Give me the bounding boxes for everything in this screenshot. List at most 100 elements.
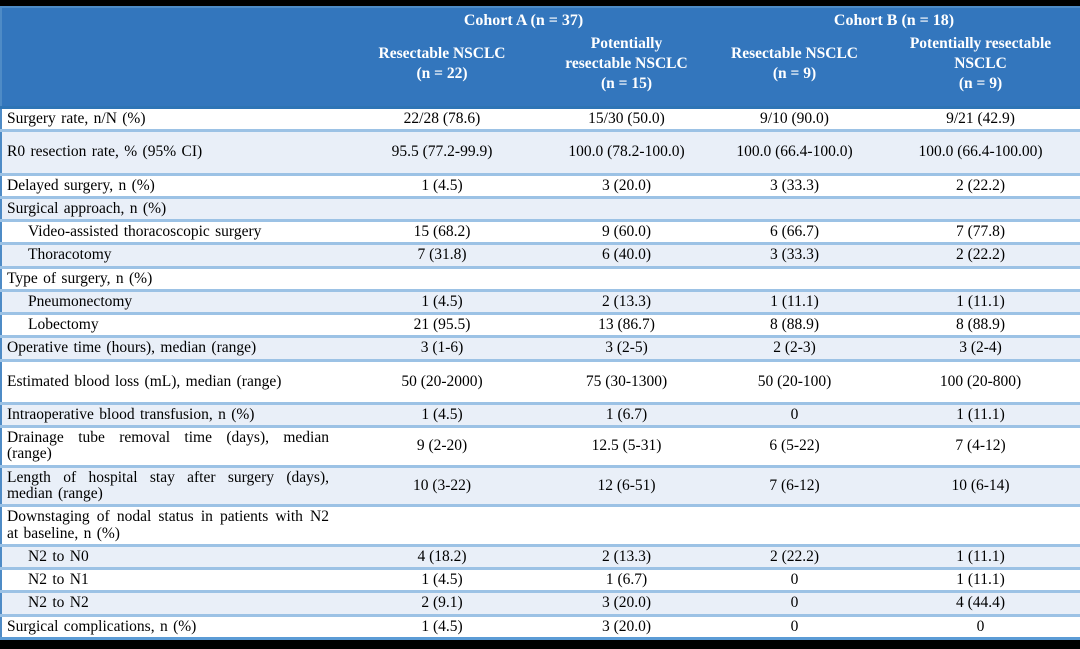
cell-value: 3 (20.0) (545, 615, 708, 639)
cohort-b-header: Cohort B (n = 18) (708, 7, 1080, 32)
cell-value: 50 (20-2000) (339, 360, 545, 405)
cell-value: 10 (6-14) (881, 466, 1080, 508)
table-row: Video-assisted thoracoscopic surgery 15 (… (1, 220, 1080, 246)
cell-value: 50 (20-100) (708, 360, 881, 405)
row-label: Lobectomy (1, 313, 339, 339)
cohort-a-header: Cohort A (n = 37) (339, 7, 708, 32)
surgical-outcomes-table: Cohort A (n = 37) Cohort B (n = 18) Rese… (0, 6, 1080, 640)
cell-value: 1 (4.5) (339, 290, 545, 316)
cell-value: 2 (13.3) (545, 545, 708, 571)
table-row: Surgery rate, n/N (%) 22/28 (78.6) 15/30 (… (1, 107, 1080, 133)
cell-value: 15/30 (50.0) (545, 107, 708, 133)
cell-value: 9/21 (42.9) (881, 107, 1080, 133)
table-row: Length of hospital stay after surgery (d… (1, 466, 1080, 508)
row-label: Drainage tube removal time (days), media… (1, 426, 339, 468)
cell-value: 3 (2-4) (881, 336, 1080, 362)
stub-subheader-cell (1, 31, 339, 110)
cell-value: 2 (9.1) (339, 591, 545, 617)
table-row: Lobectomy 21 (95.5) 13 (86.7) 8 (88.9) 8 (88… (1, 313, 1080, 339)
row-label: Delayed surgery, n (%) (1, 174, 339, 199)
cell-value: 12 (6-51) (545, 466, 708, 508)
cell-value: 7 (77.8) (881, 220, 1080, 246)
cell-value: 3 (20.0) (545, 591, 708, 617)
table-row: Type of surgery, n (%) (1, 267, 1080, 292)
table-row: Pneumonectomy 1 (4.5) 2 (13.3) 1 (11.1) 1 (1… (1, 290, 1080, 316)
column-header-n: (n = 15) (600, 74, 653, 92)
row-label: Surgical complications, n (%) (1, 615, 339, 639)
table-row: Intraoperative blood transfusion, n (%) 1… (1, 403, 1080, 429)
table-header: Cohort A (n = 37) Cohort B (n = 18) Rese… (1, 7, 1080, 110)
cell-value (708, 197, 881, 223)
cell-value: 0 (708, 568, 881, 594)
cell-value: 4 (18.2) (339, 545, 545, 571)
table-row: Thoracotomy 7 (31.8) 6 (40.0) 3 (33.3) 2 (22… (1, 243, 1080, 269)
cell-value: 7 (31.8) (339, 243, 545, 269)
row-label: R0 resection rate, % (95% CI) (1, 130, 339, 176)
row-label: Length of hospital stay after surgery (d… (1, 466, 339, 508)
cell-value (545, 505, 708, 547)
cell-value: 3 (1-6) (339, 336, 545, 362)
row-label: Downstaging of nodal status in patients … (1, 505, 339, 547)
cell-value: 0 (708, 591, 881, 617)
cell-value: 9 (60.0) (545, 220, 708, 246)
cell-value: 1 (11.1) (881, 545, 1080, 571)
col-header-cohort-b-potentially-resectable: Potentially resectable NSCLC (n = 9) (881, 31, 1080, 110)
column-header-n: (n = 9) (958, 74, 1003, 92)
cell-value: 12.5 (5-31) (545, 426, 708, 468)
cell-value: 10 (3-22) (339, 466, 545, 508)
cell-value: 1 (6.7) (545, 568, 708, 594)
table-row: N2 to N1 1 (4.5) 1 (6.7) 0 1 (11.1) (1, 568, 1080, 594)
cell-value: 9 (2-20) (339, 426, 545, 468)
cell-value (881, 267, 1080, 292)
cell-value: 2 (22.2) (708, 545, 881, 571)
cell-value: 13 (86.7) (545, 313, 708, 339)
cell-value (708, 505, 881, 547)
cell-value: 22/28 (78.6) (339, 107, 545, 133)
col-header-cohort-b-resectable: Resectable NSCLC (n = 9) (708, 31, 881, 110)
cell-value (339, 505, 545, 547)
table-body: Surgery rate, n/N (%) 22/28 (78.6) 15/30 (… (1, 107, 1080, 639)
table-row: Surgical complications, n (%) 1 (4.5) 3 (2… (1, 615, 1080, 639)
cell-value: 100.0 (66.4-100.00) (881, 130, 1080, 176)
row-label: Surgery rate, n/N (%) (1, 107, 339, 133)
column-header-title-line: Resectable NSCLC (731, 44, 858, 62)
cell-value (545, 197, 708, 223)
table-row: Drainage tube removal time (days), media… (1, 426, 1080, 468)
cell-value: 3 (20.0) (545, 174, 708, 199)
cell-value: 75 (30-1300) (545, 360, 708, 405)
cell-value: 0 (708, 403, 881, 429)
table-row: N2 to N0 4 (18.2) 2 (13.3) 2 (22.2) 1 (11.1) (1, 545, 1080, 571)
cell-value: 8 (88.9) (881, 313, 1080, 339)
row-label: Operative time (hours), median (range) (1, 336, 339, 362)
cell-value: 0 (708, 615, 881, 639)
cell-value: 7 (4-12) (881, 426, 1080, 468)
row-label: Type of surgery, n (%) (1, 267, 339, 292)
cell-value: 15 (68.2) (339, 220, 545, 246)
cell-value: 3 (33.3) (708, 243, 881, 269)
col-header-cohort-a-potentially-resectable: Potentially resectable NSCLC (n = 15) (545, 31, 708, 110)
cell-value: 100.0 (66.4-100.0) (708, 130, 881, 176)
row-label: N2 to N1 (1, 568, 339, 594)
column-header-title-line: NSCLC (954, 54, 1007, 72)
cell-value: 6 (5-22) (708, 426, 881, 468)
cohort-header-row: Cohort A (n = 37) Cohort B (n = 18) (1, 7, 1080, 32)
column-header-n: (n = 22) (416, 64, 468, 82)
cell-value: 21 (95.5) (339, 313, 545, 339)
cell-value (881, 197, 1080, 223)
cell-value: 1 (4.5) (339, 568, 545, 594)
row-label: N2 to N0 (1, 545, 339, 571)
cell-value: 1 (6.7) (545, 403, 708, 429)
cell-value: 8 (88.9) (708, 313, 881, 339)
cell-value: 2 (2-3) (708, 336, 881, 362)
cell-value: 100 (20-800) (881, 360, 1080, 405)
cell-value: 2 (22.2) (881, 174, 1080, 199)
row-label: Thoracotomy (1, 243, 339, 269)
cell-value (339, 267, 545, 292)
cell-value: 3 (33.3) (708, 174, 881, 199)
cell-value: 1 (4.5) (339, 403, 545, 429)
cell-value: 2 (13.3) (545, 290, 708, 316)
table-row: Surgical approach, n (%) (1, 197, 1080, 223)
row-label: Pneumonectomy (1, 290, 339, 316)
cell-value: 100.0 (78.2-100.0) (545, 130, 708, 176)
